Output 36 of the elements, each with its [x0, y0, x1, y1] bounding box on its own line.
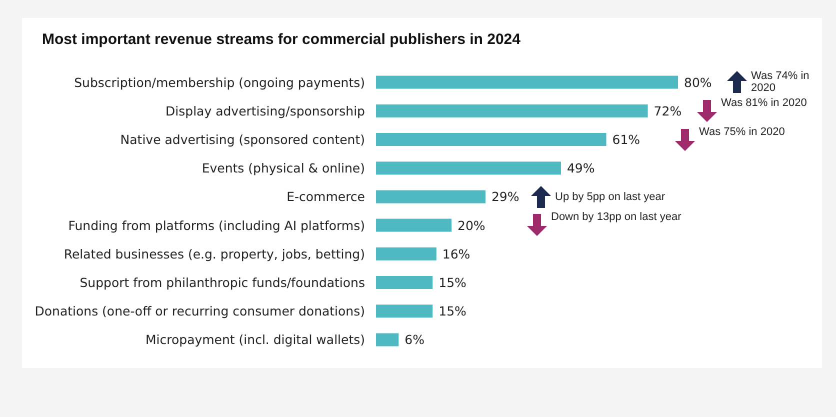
chart-title: Most important revenue streams for commercial publishers in 2024 — [42, 31, 522, 48]
data-label: 20% — [458, 218, 486, 233]
text: Was 75% in 2020 — [699, 126, 785, 138]
y-tick-label: Native advertising (sponsored content) — [120, 132, 365, 147]
y-tick-label: Funding from platforms (including AI platforms) — [68, 218, 365, 233]
text: Was 81% in 2020 — [721, 96, 807, 109]
bar — [376, 104, 648, 118]
y-tick-label: Micropayment (incl. digital wallets) — [146, 332, 365, 348]
annotation: Down by 13pp on last year — [551, 211, 682, 224]
y-tick-label: Donations (one-off or recurring consumer donations) — [34, 304, 365, 319]
y-tick-label: Support from philanthropic funds/foundations — [80, 275, 365, 290]
y-tick-label: Display advertising/sponsorship — [166, 103, 366, 118]
bar — [376, 304, 433, 318]
bar — [376, 333, 399, 346]
y-tick-label: E-commerce — [286, 189, 366, 204]
annotation: Up by 5pp on last year — [555, 190, 666, 203]
data-label: 15% — [438, 275, 467, 290]
bar — [376, 218, 452, 232]
data-label: 15% — [438, 304, 467, 319]
data-label: 72% — [654, 103, 682, 118]
data-label: 29% — [491, 189, 520, 204]
text: Was 74% in 2020 — [751, 70, 810, 94]
bar — [376, 247, 436, 260]
data-label: 49% — [566, 160, 595, 176]
y-tick-label: Subscription/membership (ongoing payments) — [74, 74, 365, 90]
data-label: 16% — [442, 246, 470, 262]
data-label: 80% — [684, 74, 712, 90]
bar — [376, 276, 433, 289]
bar — [376, 76, 678, 89]
bar — [376, 190, 486, 204]
bar — [376, 162, 561, 175]
bar — [376, 133, 606, 146]
y-tick-label: Events (physical & online) — [202, 160, 365, 176]
data-label: 61% — [612, 132, 640, 147]
y-tick-label: Related businesses (e.g. property, jobs, betting) — [64, 246, 365, 262]
data-label: 6% — [404, 332, 425, 348]
